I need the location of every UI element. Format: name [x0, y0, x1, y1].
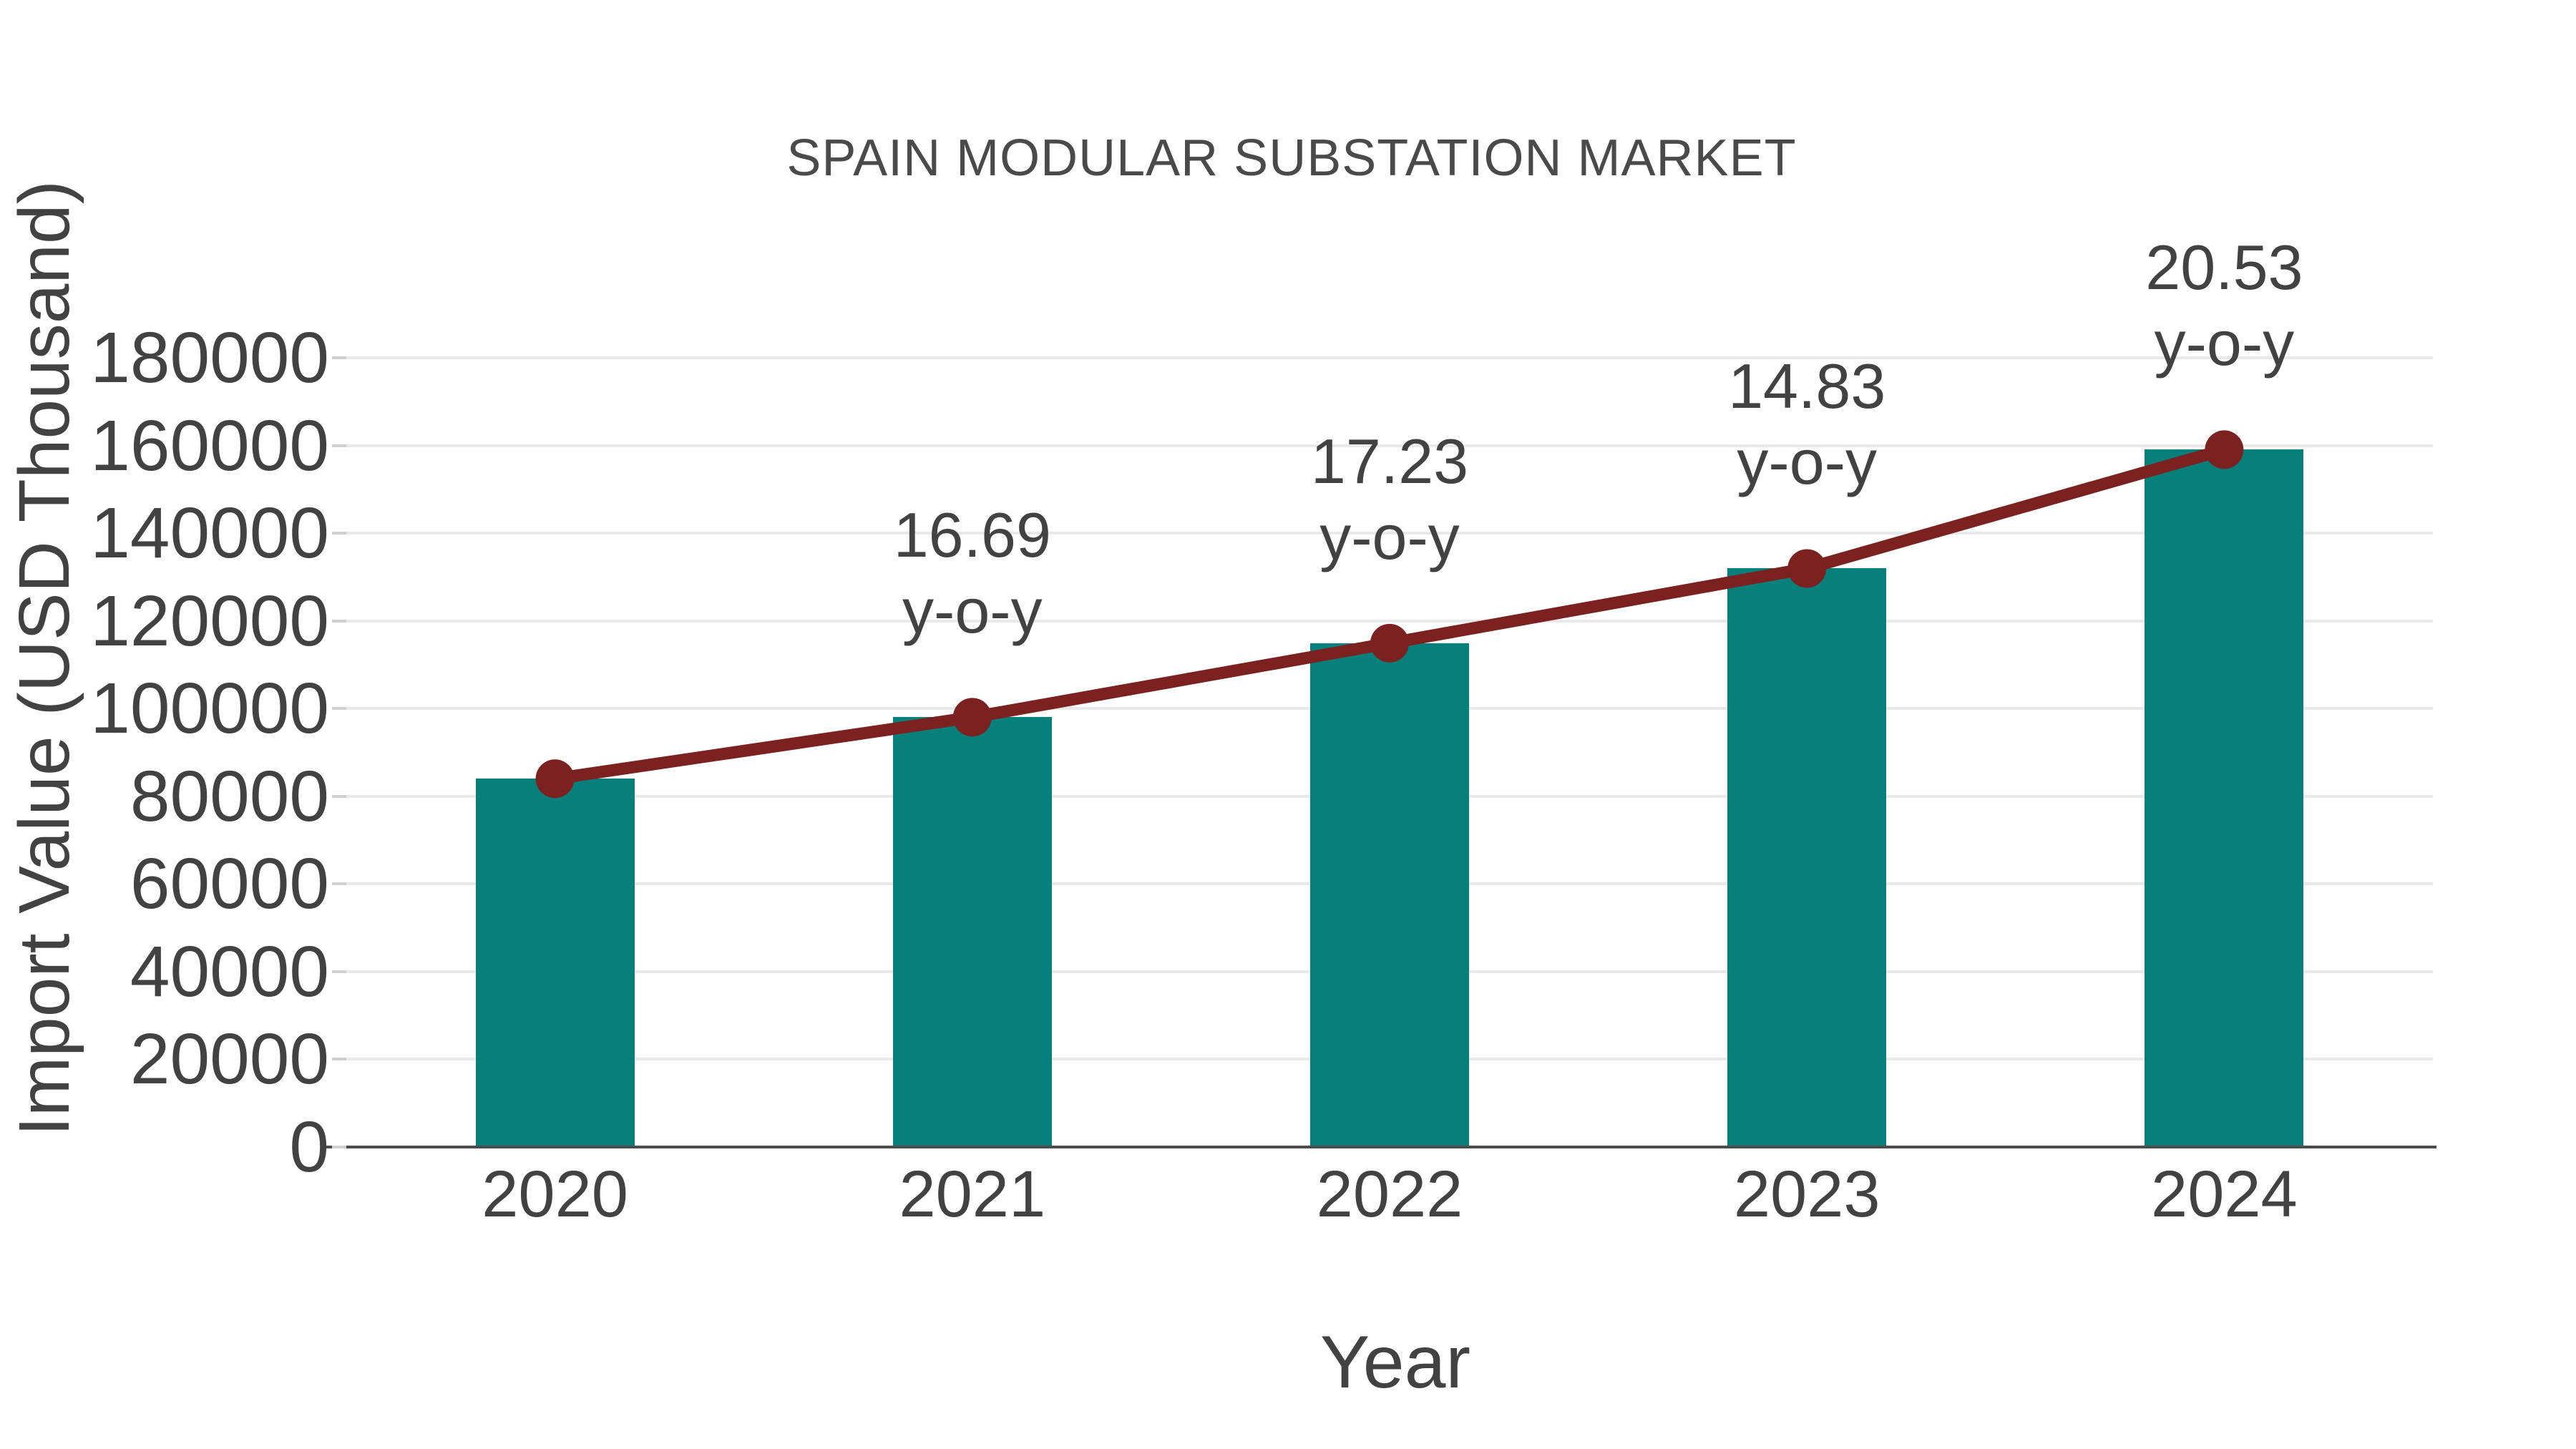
data-point-marker-2024 — [2205, 430, 2244, 469]
y-tick-mark — [332, 1146, 346, 1148]
data-point-marker-2023 — [1787, 549, 1827, 588]
x-axis-line — [326, 1146, 2436, 1148]
y-tick-mark — [332, 1058, 346, 1061]
yoy-value: 17.23 — [1310, 425, 1469, 497]
x-tick-label-2020: 2020 — [482, 1158, 628, 1231]
y-tick-mark — [332, 356, 346, 359]
yoy-value: 14.83 — [1728, 351, 1886, 422]
yoy-suffix: y-o-y — [1319, 501, 1460, 572]
bar-2024 — [2145, 449, 2304, 1147]
yoy-value: 16.69 — [893, 499, 1051, 571]
y-tick-mark — [332, 532, 346, 535]
yoy-suffix: y-o-y — [1737, 426, 1877, 498]
yoy-annotation-2023: 14.83 y-o-y — [1728, 348, 1885, 500]
gridline-y-120000 — [346, 619, 2433, 623]
y-tick-mark — [332, 970, 346, 973]
y-tick-label-160000: 160000 — [90, 405, 329, 486]
y-tick-label-120000: 120000 — [90, 580, 329, 661]
bar-2022 — [1310, 643, 1469, 1147]
y-tick-label-180000: 180000 — [90, 318, 329, 398]
y-tick-label-80000: 80000 — [130, 756, 329, 836]
yoy-annotation-2022: 17.23 y-o-y — [1311, 424, 1468, 575]
yoy-annotation-2024: 20.53 y-o-y — [2145, 230, 2303, 381]
y-tick-mark — [332, 444, 346, 447]
y-tick-label-0: 0 — [289, 1107, 329, 1187]
y-tick-mark — [332, 619, 346, 623]
yoy-value: 20.53 — [2145, 232, 2303, 303]
y-tick-label-40000: 40000 — [130, 931, 329, 1012]
x-tick-label-2021: 2021 — [899, 1158, 1046, 1231]
x-tick-label-2023: 2023 — [1733, 1158, 1880, 1231]
y-tick-label-20000: 20000 — [130, 1019, 329, 1100]
data-point-marker-2022 — [1370, 623, 1409, 663]
y-tick-mark — [332, 707, 346, 711]
yoy-suffix: y-o-y — [902, 575, 1043, 647]
gridline-y-160000 — [346, 444, 2433, 447]
y-tick-label-60000: 60000 — [130, 844, 329, 924]
gridline-y-180000 — [346, 356, 2433, 359]
y-tick-mark — [332, 794, 346, 798]
x-tick-label-2022: 2022 — [1316, 1158, 1463, 1231]
yoy-annotation-2021: 16.69 y-o-y — [894, 497, 1051, 649]
data-point-marker-2021 — [952, 698, 992, 737]
x-tick-label-2024: 2024 — [2151, 1158, 2298, 1231]
y-tick-label-140000: 140000 — [90, 493, 329, 574]
yoy-suffix: y-o-y — [2154, 308, 2295, 379]
bar-2021 — [892, 717, 1052, 1147]
gridline-y-140000 — [346, 532, 2433, 535]
data-point-marker-2020 — [535, 759, 575, 799]
y-tick-label-100000: 100000 — [90, 668, 329, 749]
plot-area: 16.69 y-o-y 17.23 y-o-y 14.83 y-o-y 20.53 y-o-y — [346, 232, 2433, 1147]
bar-2020 — [475, 779, 635, 1147]
trend-line-layer — [535, 430, 2244, 799]
bar-2023 — [1727, 568, 1887, 1147]
chart-title: SPAIN MODULAR SUBSTATION MARKET — [786, 130, 1797, 187]
x-axis-title: Year — [1319, 1321, 1471, 1404]
y-tick-mark — [332, 882, 346, 886]
